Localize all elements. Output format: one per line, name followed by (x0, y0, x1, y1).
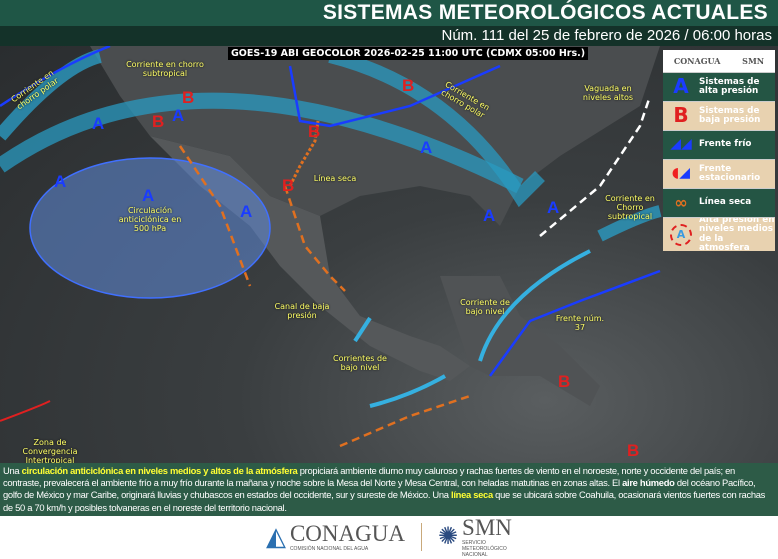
label-subtropical-jet: Corriente en chorro subtropical (126, 60, 204, 78)
low-pressure-marker: B (627, 441, 640, 460)
trough-mexico (283, 185, 346, 292)
land-central-america (440, 276, 600, 406)
satellite-map: GOES-19 ABI GEOCOLOR 2026-02-25 11:00 UT… (0, 46, 778, 463)
low-level-current-1 (478, 249, 591, 362)
jet-subtropical (0, 92, 524, 194)
legend-label: Frente frío (699, 139, 752, 150)
legend-label: Sistemas de baja presión (699, 105, 761, 125)
summary-text: Una circulación anticiclónica en niveles… (0, 463, 778, 516)
label-low-level-currents: Corrientes de bajo nivel (333, 354, 387, 372)
low-pressure-marker: B (152, 112, 165, 131)
high-pressure-icon: A (673, 74, 689, 99)
high-pressure-marker: A (54, 172, 67, 191)
label-subtropical-jet-east: Corriente en Chorro subtropical (605, 194, 655, 221)
low-pressure-marker: B (308, 122, 321, 141)
legend-stationary-front: ◖◢ Frente estacionario (663, 159, 775, 188)
itcz (0, 400, 51, 422)
map-overlay (0, 46, 662, 448)
high-pressure-marker: A (142, 186, 155, 205)
label-upper-trough: Vaguada en niveles altos (582, 84, 634, 102)
low-level-current-3 (353, 316, 372, 343)
trough-south (339, 394, 471, 448)
label-anticyclone: Circulación anticiclónica en 500 hPa (118, 206, 182, 233)
summary-part: propiciará ambiente diurno muy caluroso … (3, 465, 735, 489)
upper-trough (539, 95, 652, 237)
conagua-subtitle: COMISIÓN NACIONAL DEL AGUA (289, 546, 369, 553)
legend-label: Alta presión en niveles medios de la atm… (699, 217, 775, 251)
high-pressure-marker: A (420, 138, 433, 157)
low-pressure-marker: B (282, 176, 295, 195)
page-title: SISTEMAS METEOROLÓGICOS ACTUALES (0, 0, 778, 26)
low-level-current-2 (369, 374, 446, 408)
stationary-front (488, 269, 661, 377)
highlight: aire húmedo (622, 477, 675, 489)
legend-label: Línea seca (699, 197, 752, 208)
jet-subtropical-east (597, 205, 662, 242)
footer: ◭ CONAGUA COMISIÓN NACIONAL DEL AGUA ✺ SMN S… (0, 516, 778, 559)
legend-cold-front: ◢◢ Frente frío (663, 130, 775, 159)
low-pressure-marker: B (402, 76, 415, 95)
cold-front-west (0, 46, 111, 108)
legend: CONAGUA SMN A Sistemas de alta presión B Si… (663, 50, 775, 251)
page-subtitle: Núm. 111 del 25 de febrero de 2026 / 06:… (0, 26, 778, 46)
smn-subtitle: SERVICIO METEOROLÓGICO NACIONAL (462, 540, 507, 559)
jet-polar-west (0, 49, 102, 141)
conagua-logo: ◭ CONAGUA COMISIÓN NACIONAL DEL AGUA (265, 521, 405, 553)
legend-high-pressure: A Sistemas de alta presión (663, 72, 775, 101)
stationary-front-icon: ◖◢ (671, 165, 691, 182)
satellite-caption: GOES-19 ABI GEOCOLOR 2026-02-25 11:00 UT… (228, 47, 589, 60)
high-pressure-marker: A (547, 198, 560, 217)
summary-part: Una (3, 465, 22, 476)
dry-line (288, 120, 320, 187)
label-itcz: Zona de Convergencia Intertropical (22, 438, 78, 463)
high-pressure-marker: A (172, 106, 185, 125)
conagua-logo: CONAGUA (673, 56, 721, 66)
summary-part: del océano Pacífico, golfo de México y m… (3, 477, 756, 501)
legend-low-pressure: B Sistemas de baja presión (663, 101, 775, 130)
legend-logos: CONAGUA SMN (663, 50, 775, 72)
summary-part: que se ubicará sobre Coahuila, ocasionar… (3, 489, 766, 513)
label-low-pressure-channel: Canal de baja presión (274, 302, 330, 320)
dry-line-icon: ∞ (674, 193, 688, 213)
highlight: línea seca (451, 489, 493, 501)
high-pressure-marker: A (483, 206, 496, 225)
cold-front-icon: ◢◢ (670, 136, 692, 153)
legend-mid-level-high: A Alta presión en niveles medios de la at… (663, 217, 775, 251)
jet-polar-east (328, 49, 545, 208)
legend-label: Sistemas de alta presión (699, 76, 760, 96)
mid-level-high-icon: A (663, 223, 699, 246)
low-pressure-marker: B (558, 372, 571, 391)
legend-label: Frente estacionario (699, 163, 761, 183)
smn-name: SMN (462, 515, 512, 541)
low-pressure-icon: B (673, 103, 689, 128)
divider (420, 523, 422, 552)
cold-front-north (288, 64, 501, 128)
smn-logo: ✺ SMN SERVICIO METEOROLÓGICO NACIONAL (437, 515, 512, 559)
label-dry-line: Línea seca (313, 174, 357, 183)
trough-pacific (178, 145, 252, 287)
highlight: circulación anticiclónica en niveles med… (21, 465, 298, 476)
smn-logo: SMN (742, 56, 765, 66)
legend-dry-line: ∞ Línea seca (663, 188, 775, 217)
label-low-level-current: Corriente de bajo nivel (460, 298, 510, 316)
low-pressure-marker: B (182, 88, 195, 107)
conagua-name: CONAGUA (289, 521, 405, 547)
label-front-37: Frente núm. 37 (555, 314, 605, 332)
high-pressure-marker: A (92, 114, 105, 133)
high-pressure-marker: A (240, 202, 253, 221)
